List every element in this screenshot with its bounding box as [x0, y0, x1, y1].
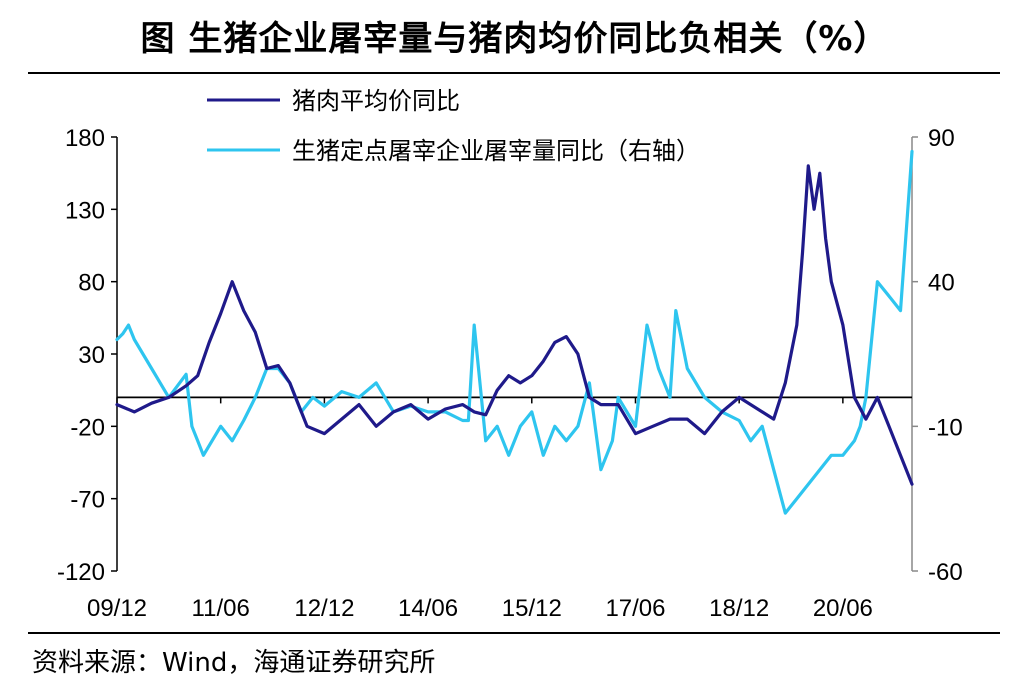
x-axis-ticks: 09/12 11/06 12/12 14/06 15/12 17/06 18/12 20/06 [87, 397, 873, 622]
right-tick-label: 40 [928, 270, 955, 297]
right-tick-label: -10 [928, 414, 963, 441]
left-axis-ticks: 180 130 80 30 -20 -70 -120 [57, 125, 117, 586]
legend-label-slaughter-volume: 生猪定点屠宰企业屠宰量同比（右轴） [292, 137, 700, 165]
footer-divider [28, 632, 1000, 634]
x-tick-label: 18/12 [709, 595, 769, 622]
series-line-slaughter-volume [115, 149, 914, 515]
left-tick-label: -70 [70, 487, 105, 514]
series-line-pork-price [115, 164, 914, 486]
right-axis-ticks: 90 40 -10 -60 [912, 125, 963, 586]
left-tick-label: 30 [78, 342, 105, 369]
x-tick-label: 14/06 [398, 595, 458, 622]
x-tick-label: 20/06 [813, 595, 873, 622]
x-tick-label: 09/12 [87, 595, 147, 622]
left-tick-label: 180 [65, 125, 105, 152]
x-tick-label: 17/06 [605, 595, 665, 622]
chart-legend: 猪肉平均价同比 生猪定点屠宰企业屠宰量同比（右轴） [207, 87, 700, 165]
title-divider [28, 72, 1000, 74]
series-layer [115, 149, 914, 515]
left-tick-label: -20 [70, 414, 105, 441]
right-tick-label: 90 [928, 125, 955, 152]
x-tick-label: 15/12 [502, 595, 562, 622]
left-tick-label: 80 [78, 270, 105, 297]
right-tick-label: -60 [928, 559, 963, 586]
page-title: 图 生猪企业屠宰量与猪肉均价同比负相关（%） [140, 18, 889, 59]
x-tick-label: 12/12 [294, 595, 354, 622]
legend-label-pork-price: 猪肉平均价同比 [292, 87, 460, 115]
left-tick-label: -120 [57, 559, 105, 586]
left-tick-label: 130 [65, 197, 105, 224]
source-note: 资料来源：Wind，海通证券研究所 [32, 648, 436, 678]
x-tick-label: 11/06 [192, 595, 250, 622]
